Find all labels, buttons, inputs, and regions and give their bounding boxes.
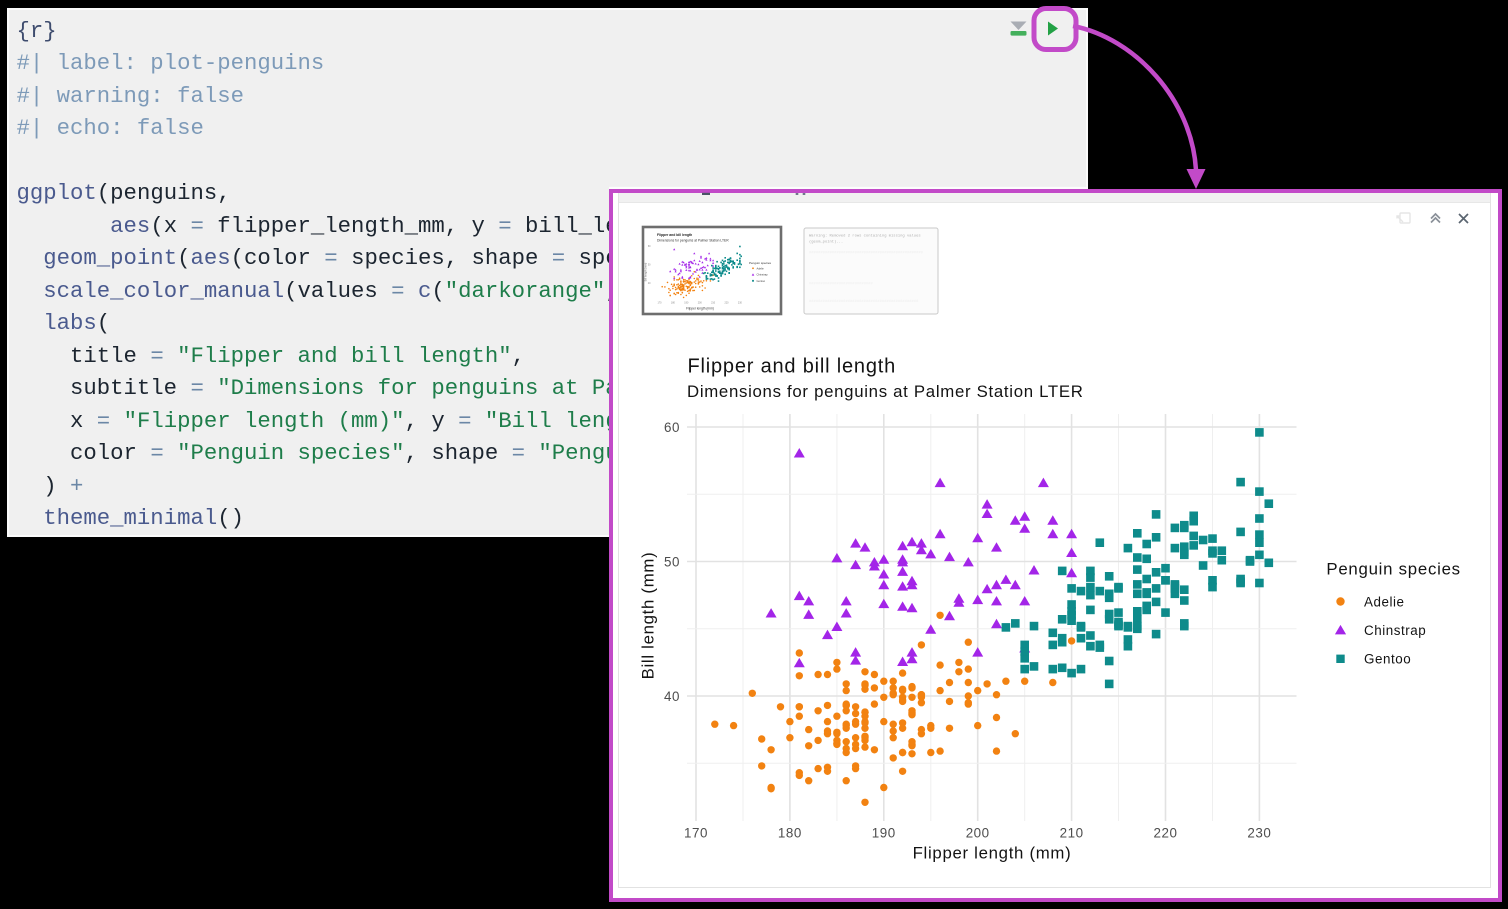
- svg-text:170: 170: [658, 302, 663, 305]
- svg-text:40: 40: [664, 689, 680, 704]
- svg-text:##############################: ########################################…: [809, 300, 919, 304]
- svg-text:Chinstrap: Chinstrap: [1364, 623, 1426, 638]
- svg-text:200: 200: [698, 302, 703, 305]
- svg-text:180: 180: [778, 826, 802, 841]
- svg-text:Flipper and bill length: Flipper and bill length: [688, 356, 897, 378]
- svg-text:Flipper length (mm): Flipper length (mm): [686, 307, 714, 311]
- svg-text:##############################: ########################################…: [809, 252, 924, 256]
- svg-text:Flipper length (mm): Flipper length (mm): [913, 844, 1072, 863]
- svg-text:Dimensions for penguins at Pal: Dimensions for penguins at Palmer Statio…: [657, 239, 729, 243]
- svg-text:230: 230: [1247, 826, 1271, 841]
- svg-text:50: 50: [664, 554, 680, 569]
- svg-text:190: 190: [684, 302, 689, 305]
- svg-text:Flipper and bill length: Flipper and bill length: [657, 233, 692, 237]
- svg-text:Chinstrap: Chinstrap: [757, 273, 769, 277]
- svg-text:210: 210: [711, 302, 716, 305]
- svg-text:60: 60: [664, 420, 680, 435]
- svg-text:190: 190: [872, 826, 896, 841]
- svg-text:200: 200: [966, 826, 990, 841]
- svg-text:Penguin species: Penguin species: [749, 261, 772, 265]
- svg-text:Bill length (mm): Bill length (mm): [644, 263, 648, 282]
- svg-text:210: 210: [1060, 826, 1084, 841]
- svg-text:Gentoo: Gentoo: [757, 279, 766, 283]
- svg-text:Dimensions for penguins at Pal: Dimensions for penguins at Palmer Statio…: [687, 382, 1084, 401]
- svg-text:Warning: Removed 2 rows contai: Warning: Removed 2 rows containing missi…: [809, 233, 921, 238]
- svg-text:Adelie: Adelie: [757, 266, 765, 270]
- svg-text:Gentoo: Gentoo: [1364, 652, 1411, 667]
- svg-text:50: 50: [648, 263, 651, 266]
- svg-text:############################: ############################: [809, 283, 874, 287]
- svg-text:40: 40: [648, 282, 651, 285]
- svg-text:220: 220: [1154, 826, 1178, 841]
- svg-text:180: 180: [671, 302, 676, 305]
- svg-text:Bill length (mm): Bill length (mm): [639, 552, 658, 680]
- svg-text:230: 230: [738, 302, 743, 305]
- svg-text:Adelie: Adelie: [1364, 595, 1405, 610]
- svg-text:Penguin species: Penguin species: [1326, 560, 1460, 579]
- svg-text:170: 170: [684, 826, 708, 841]
- svg-text:(geom_point)...: (geom_point)...: [809, 239, 843, 244]
- svg-text:220: 220: [725, 302, 730, 305]
- svg-text:60: 60: [648, 245, 651, 248]
